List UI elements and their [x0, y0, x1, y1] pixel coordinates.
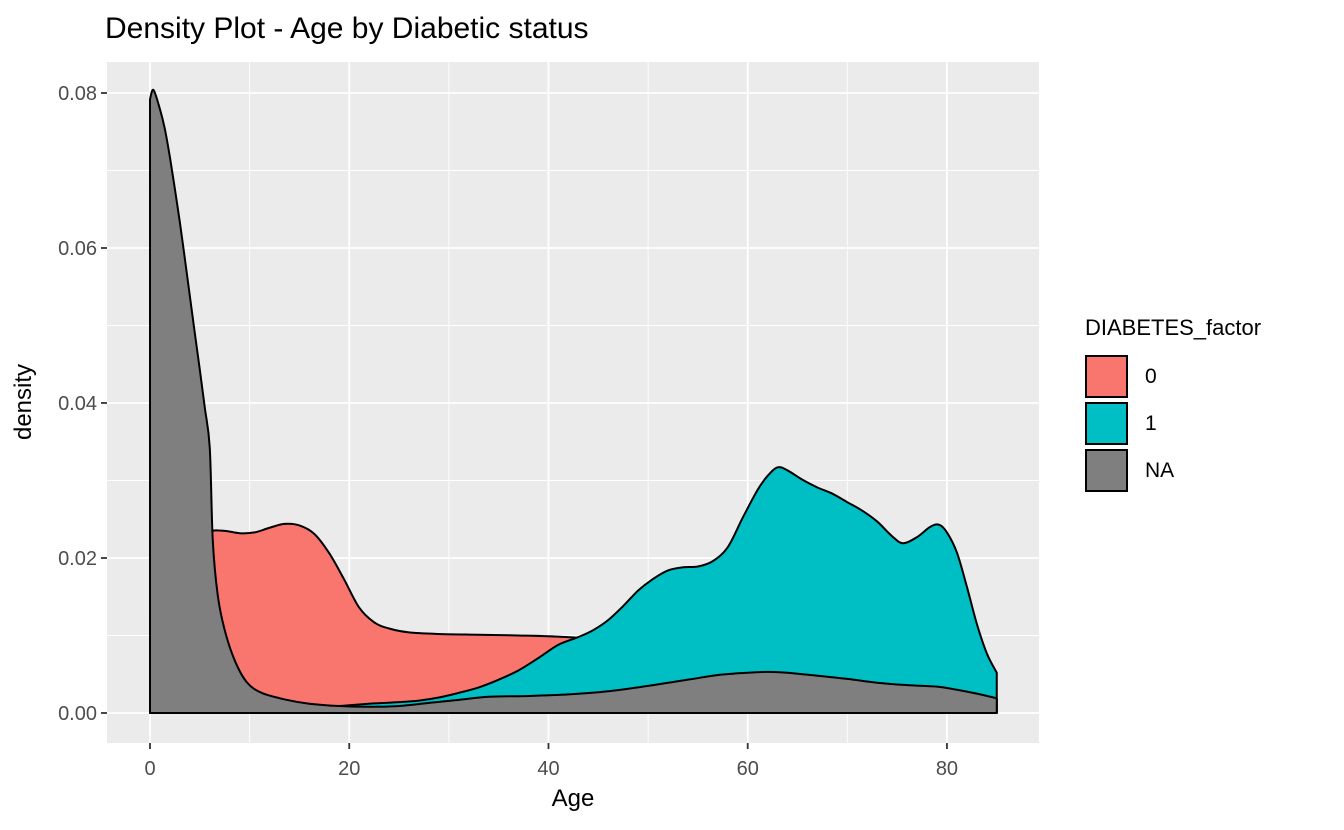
legend-swatch-na — [1085, 449, 1128, 492]
y-tick-label: 0.06 — [58, 238, 97, 260]
axis-tick-labels: 0 20 40 60 80 0.00 0.02 0.04 0.06 0.08 — [58, 83, 958, 780]
axis-tick-marks — [101, 92, 948, 749]
legend-item-0: 0 — [1085, 355, 1261, 398]
density-areas — [149, 88, 998, 714]
legend-title: DIABETES_factor — [1085, 315, 1262, 340]
y-tick-label: 0.04 — [58, 393, 97, 415]
density-area-NA — [149, 88, 998, 714]
legend-label-na: NA — [1145, 458, 1175, 482]
legend-swatch-1 — [1085, 402, 1128, 445]
legend: DIABETES_factor 0 1 NA — [1085, 315, 1261, 496]
density-area-1 — [149, 466, 998, 714]
legend-label-0: 0 — [1145, 364, 1157, 388]
legend-item-na: NA — [1085, 449, 1261, 492]
x-tick-label: 0 — [144, 758, 155, 780]
legend-label-1: 1 — [1145, 411, 1157, 435]
legend-item-1: 1 — [1085, 402, 1261, 445]
x-tick-label: 40 — [537, 758, 559, 780]
plot-title: Density Plot - Age by Diabetic status — [105, 12, 589, 45]
x-axis-title: Age — [551, 785, 595, 812]
x-tick-label: 60 — [737, 758, 759, 780]
y-tick-label: 0.00 — [58, 703, 97, 725]
legend-swatch-0 — [1085, 355, 1128, 398]
y-tick-label: 0.02 — [58, 548, 97, 570]
y-axis-title: density — [10, 363, 37, 441]
x-tick-label: 20 — [338, 758, 360, 780]
x-tick-label: 80 — [936, 758, 958, 780]
y-tick-label: 0.08 — [58, 83, 97, 105]
